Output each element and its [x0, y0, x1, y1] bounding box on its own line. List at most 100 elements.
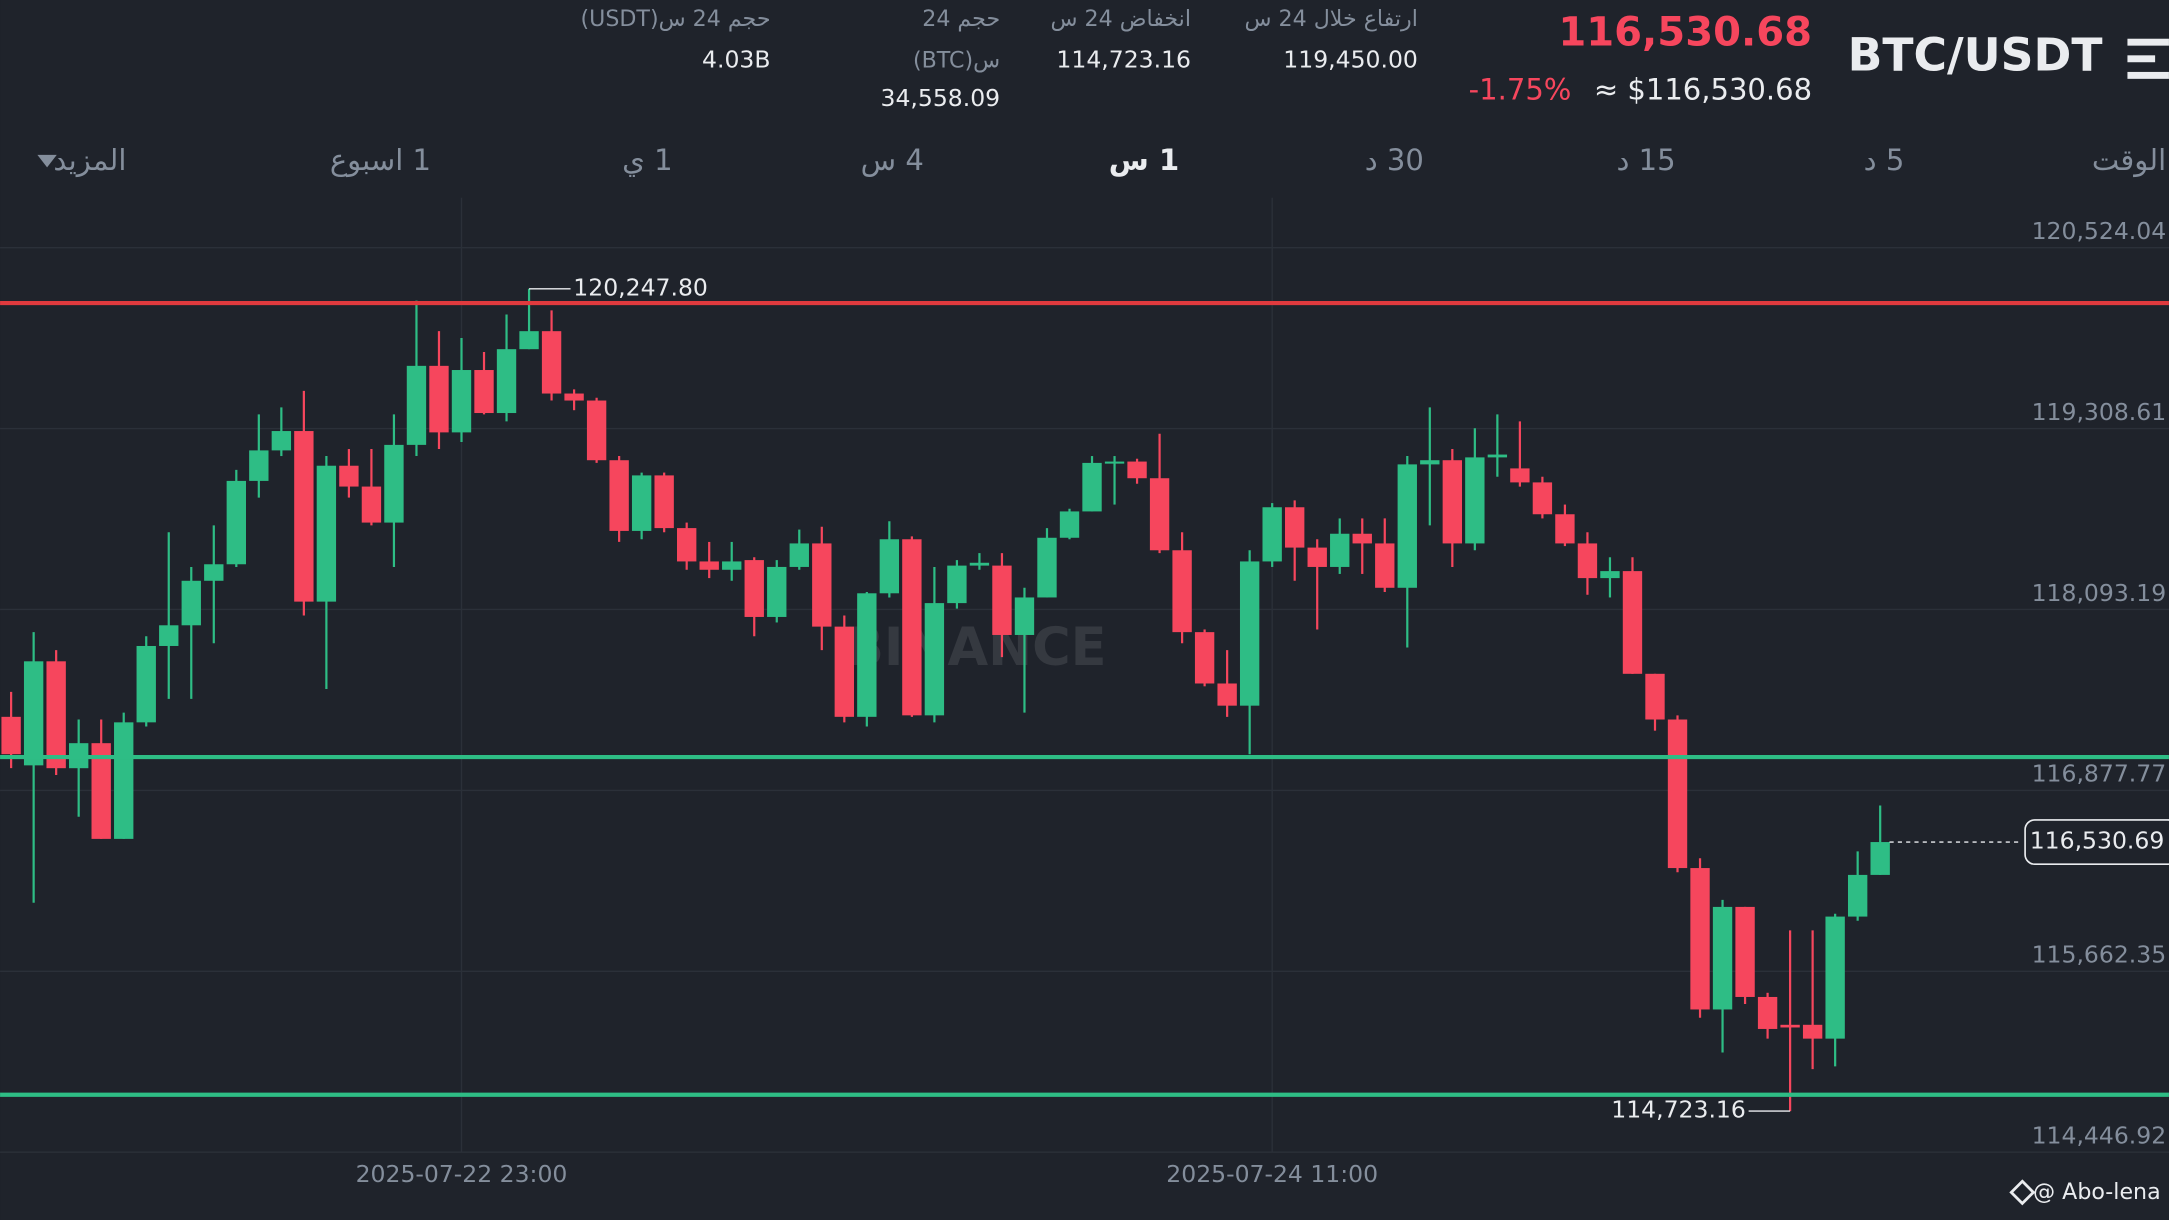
dropdown-arrow[interactable]	[37, 154, 57, 168]
timeframe-tabs: الوقت 5 د 15 د 30 د 1 س 4 س 1 ي 1 اسبوع المزيد	[53, 143, 2166, 177]
candle-body	[1194, 632, 1215, 684]
candle-body	[519, 331, 539, 350]
stat-label: حجم 24 س(USDT)	[581, 6, 771, 32]
y-tick-label: 116,877.77	[2032, 760, 2167, 788]
candle-body	[744, 560, 764, 617]
candle-body	[1712, 906, 1733, 1010]
candle-body	[969, 562, 990, 566]
candle-body	[654, 475, 674, 529]
candle-body	[1465, 457, 1485, 544]
candle-body	[1217, 683, 1237, 706]
y-tick-label: 120,524.04	[2032, 217, 2167, 245]
candle-body	[1735, 906, 1755, 997]
tab[interactable]: 30 د	[1365, 143, 1424, 177]
candle-body	[451, 370, 472, 433]
candle-body	[1397, 464, 1417, 588]
candle-body	[1442, 460, 1463, 544]
stat-value: 4.03B	[702, 45, 770, 73]
chart: 120,524.04 119,308.61 118,093.19 116,877.77…	[0, 197, 2169, 1188]
candle-body	[1600, 571, 1620, 579]
price: 116,530.68	[1558, 10, 1812, 56]
candle-body	[857, 593, 877, 717]
stat-label: س(BTC)	[913, 47, 1000, 73]
stat-label: انخفاض 24 س	[1050, 6, 1191, 32]
candle-body	[1577, 543, 1598, 579]
candle-body	[1690, 868, 1710, 1010]
candle-body	[812, 543, 832, 627]
price-usd: ≈ $116,530.68	[1594, 72, 1812, 106]
candle-body	[474, 370, 494, 414]
tab[interactable]: 1 س	[1109, 143, 1179, 177]
candle-body	[271, 431, 292, 451]
candle-body	[609, 460, 629, 531]
tab[interactable]: الوقت	[2092, 143, 2166, 177]
candle-body	[181, 580, 201, 626]
candle-body	[1149, 478, 1170, 551]
candle-body	[1802, 1024, 1823, 1039]
candle-body	[1285, 507, 1305, 548]
candle-body	[361, 486, 382, 523]
candle-body	[677, 528, 697, 562]
candle-body	[294, 431, 314, 602]
stat-value: 114,723.16	[1056, 45, 1191, 73]
candle-body	[564, 393, 584, 401]
candle-body	[1870, 842, 1890, 875]
candle-body	[1622, 571, 1643, 674]
candle-body	[879, 539, 900, 594]
candle-body	[992, 565, 1012, 635]
pair: BTC/USDT	[1848, 29, 2103, 82]
candle-body	[1104, 461, 1125, 464]
candle-body	[947, 565, 967, 604]
candle-body	[1352, 533, 1372, 544]
candle-body	[1420, 460, 1440, 465]
annotation-label: 120,247.80	[573, 273, 708, 301]
candle-body	[1037, 537, 1057, 598]
tab[interactable]: 1 اسبوع	[330, 143, 431, 177]
annotation-label: 114,723.16	[1611, 1096, 1746, 1124]
last-price-label: 116,530.69	[2030, 827, 2165, 855]
candle-body	[1172, 550, 1192, 633]
change: -1.75%	[1469, 72, 1572, 106]
tab[interactable]: 4 س	[861, 143, 924, 177]
candle-body	[496, 349, 517, 414]
candle-body	[429, 365, 449, 433]
candle-body	[699, 561, 719, 570]
candle-body	[406, 365, 427, 445]
candle-body	[586, 400, 607, 461]
tab[interactable]: المزيد	[53, 143, 126, 177]
candle-body	[226, 480, 246, 565]
candle-body	[767, 566, 787, 617]
candle-body	[1, 716, 21, 755]
stat-label: ارتفاع خلال 24 س	[1244, 6, 1417, 32]
tab[interactable]: 1 ي	[622, 143, 672, 177]
candle-body	[339, 465, 359, 487]
footer: @ Abo-lena	[2033, 1179, 2161, 1205]
stat-value: 34,558.09	[881, 84, 1001, 112]
candle-body	[1510, 468, 1530, 483]
candle-body	[722, 561, 742, 570]
candle-body	[136, 645, 156, 723]
stat-value: 119,450.00	[1283, 45, 1418, 73]
candle-body	[384, 444, 404, 523]
candle-body	[204, 564, 224, 581]
candle-body	[1757, 996, 1778, 1029]
candle-body	[1307, 547, 1327, 567]
x-tick-label: 2025-07-22 23:00	[356, 1160, 568, 1188]
candle-body	[541, 331, 562, 394]
candle-body	[1262, 507, 1282, 562]
menu-icon[interactable]	[2127, 38, 2169, 79]
candle-body	[1375, 543, 1395, 588]
candle-body	[46, 661, 66, 769]
candle-body	[924, 603, 945, 716]
tab[interactable]: 15 د	[1617, 143, 1676, 177]
candle-body	[1825, 916, 1845, 1039]
candle-body	[1645, 673, 1665, 720]
candle-body	[1127, 461, 1147, 479]
tab[interactable]: 5 د	[1864, 143, 1905, 177]
candle-body	[789, 543, 809, 567]
y-tick-label: 115,662.35	[2032, 941, 2167, 969]
candle-body	[91, 743, 111, 839]
y-tick-label: 114,446.92	[2032, 1122, 2167, 1150]
candle-body	[1082, 462, 1102, 512]
